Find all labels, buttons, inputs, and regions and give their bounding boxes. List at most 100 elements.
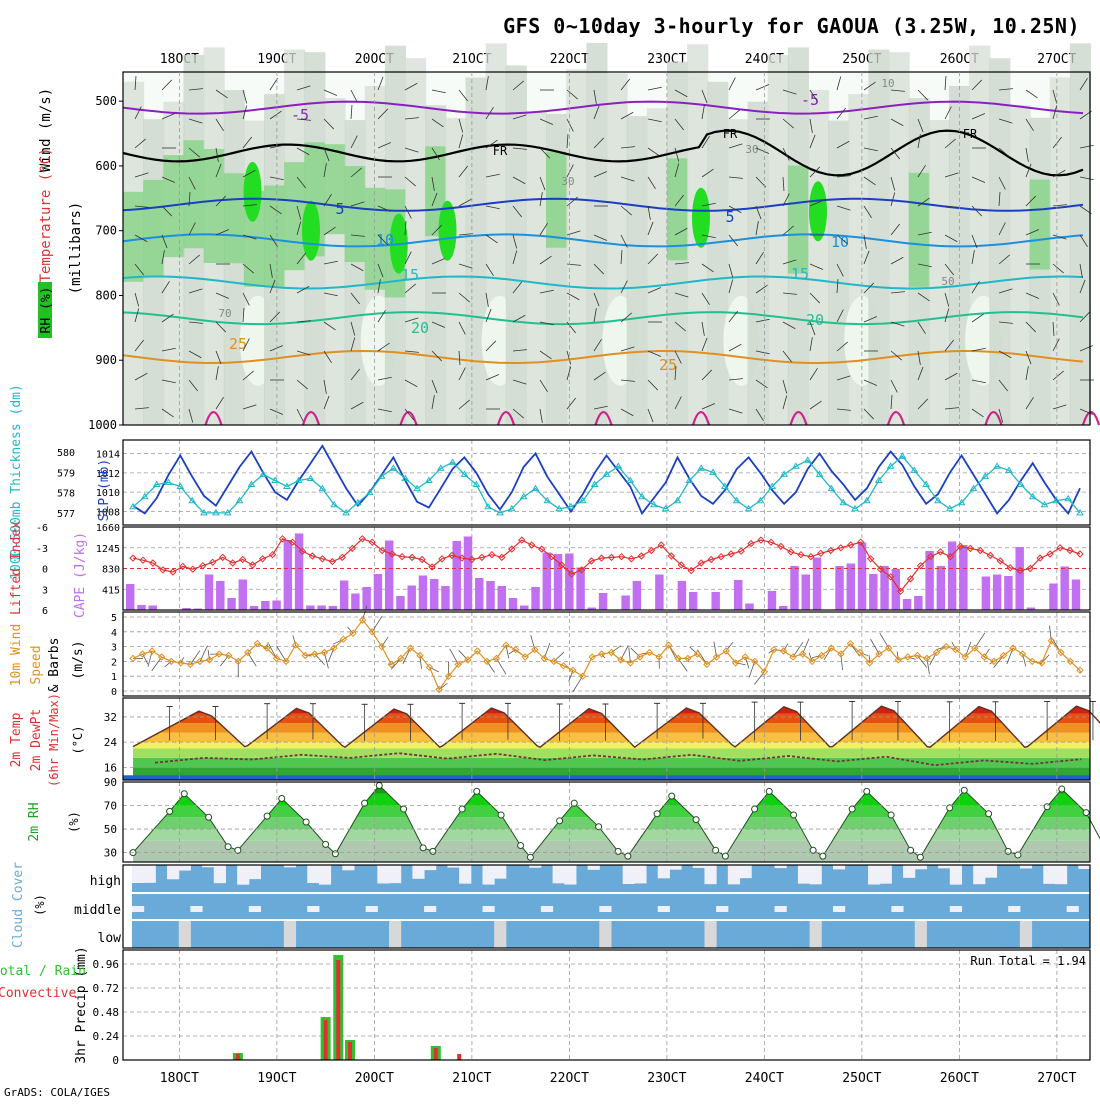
low-cloud-bar: [810, 920, 822, 948]
date-label-bottom: 19OCT: [257, 1071, 296, 1086]
rh-moist-band: [788, 166, 809, 274]
rh-marker: [849, 806, 855, 812]
high-cloud-bar: [389, 865, 401, 883]
low-cloud-bar: [179, 920, 191, 948]
cape-tick-label: 415: [102, 585, 120, 596]
cape-bar: [475, 578, 483, 610]
cape-bar: [689, 592, 697, 610]
cape-bar: [284, 540, 292, 610]
rh-marker: [1005, 848, 1011, 854]
mid-cloud-bar: [132, 906, 144, 912]
rh-moist-band: [183, 140, 204, 248]
rh-saturated-core: [244, 162, 262, 222]
rh-marker: [332, 851, 338, 857]
date-label-bottom: 24OCT: [745, 1071, 784, 1086]
cape-bar: [802, 575, 810, 611]
mid-cloud-bar: [482, 906, 494, 912]
rh-marker: [303, 819, 309, 825]
date-label-bottom: 21OCT: [452, 1071, 491, 1086]
panels-layer: 18OCT18OCT19OCT19OCT20OCT20OCT21OCT21OCT…: [0, 43, 1100, 1086]
rh-shade-column: [989, 58, 1010, 425]
precip-convective-bar: [434, 1048, 438, 1060]
cape-bar: [678, 581, 686, 610]
high-cloud-bar: [623, 865, 635, 884]
cape-bar: [441, 586, 449, 610]
cape-bar: [576, 568, 584, 611]
cape-bar: [621, 596, 629, 611]
cape-bar: [1049, 584, 1057, 611]
thickness-tick-label: 580: [57, 448, 75, 459]
precip-convective-bar: [324, 1020, 328, 1060]
cape-bar: [869, 574, 877, 610]
rh-shade-column: [627, 116, 648, 425]
isotherm-label: 15: [401, 266, 419, 284]
rh-marker: [279, 795, 285, 801]
rh-marker: [820, 853, 826, 859]
mid-cloud-bar: [190, 906, 202, 912]
low-cloud-bar: [704, 920, 716, 948]
cape-tick-label: 1660: [96, 523, 120, 534]
rh-marker: [498, 812, 504, 818]
temp-tick-label: 16: [104, 761, 117, 774]
rh-marker: [401, 806, 407, 812]
precip-convective-bar: [457, 1054, 461, 1060]
precip-tick-label: 0.24: [93, 1030, 120, 1043]
temp-base-band: [123, 775, 1090, 780]
rh-marker: [474, 788, 480, 794]
thickness-line: [133, 456, 1080, 513]
rh-shade-column: [768, 55, 789, 425]
rh-moist-band: [345, 166, 366, 262]
rh-marker: [376, 783, 382, 789]
rh-shade-column: [526, 111, 547, 425]
date-label-bottom: 27OCT: [1037, 1071, 1076, 1086]
cape-bar: [126, 584, 134, 610]
low-cloud-bar: [599, 920, 611, 948]
temp-band: [123, 698, 1090, 714]
precip-tick-label: 0: [112, 1054, 119, 1067]
rh-shade-column: [808, 90, 829, 425]
cape-bar: [396, 596, 404, 610]
isotherm-label: 25: [659, 356, 677, 374]
rh-axis-label: RH (%): [39, 287, 54, 334]
mid-cloud-bar: [716, 906, 728, 912]
cape-bar: [745, 604, 753, 611]
date-label-bottom: 22OCT: [550, 1071, 589, 1086]
cape-bar: [835, 566, 843, 610]
li-tick-label: -6: [36, 523, 48, 534]
wind-axis-label-4: (m/s): [71, 640, 86, 679]
rh-tick-label: 90: [104, 776, 117, 789]
precip-convective-bar: [336, 960, 340, 1060]
date-label-bottom: 23OCT: [647, 1071, 686, 1086]
cape-bar: [520, 606, 528, 611]
panel-frame: [123, 950, 1090, 1060]
rh-marker: [693, 817, 699, 823]
rh-shade-column: [1030, 118, 1051, 425]
wind-axis-label-3: & Barbs: [47, 638, 62, 693]
temp-band: [123, 758, 1090, 767]
cape-bar: [306, 606, 314, 611]
isotherm-label: 5: [725, 208, 734, 226]
surface-wind-barb: [496, 658, 506, 674]
rh-shade-column: [506, 65, 527, 425]
rh-marker: [527, 854, 533, 860]
cape-bar: [239, 580, 247, 611]
rh-marker: [615, 848, 621, 854]
rh-marker: [654, 811, 660, 817]
rh-contour-label: 50: [941, 275, 954, 288]
cape-bar: [374, 574, 382, 610]
thickness-tick-label: 577: [57, 509, 75, 520]
rh-marker: [459, 806, 465, 812]
high-cloud-bar: [740, 865, 752, 878]
rh-marker: [752, 806, 758, 812]
high-cloud-bar: [950, 865, 962, 885]
cape-bar: [914, 596, 922, 610]
pressure-tick-label: 500: [95, 94, 117, 108]
rh-marker: [206, 814, 212, 820]
rh-shade-column: [889, 52, 910, 425]
high-cloud-bar: [880, 865, 892, 884]
high-cloud-bar: [307, 865, 319, 883]
high-cloud-bar: [634, 865, 646, 883]
rh-moist-band: [143, 180, 164, 276]
mid-cloud-bar: [658, 906, 670, 912]
pressure-tick-label: 1000: [88, 418, 117, 432]
